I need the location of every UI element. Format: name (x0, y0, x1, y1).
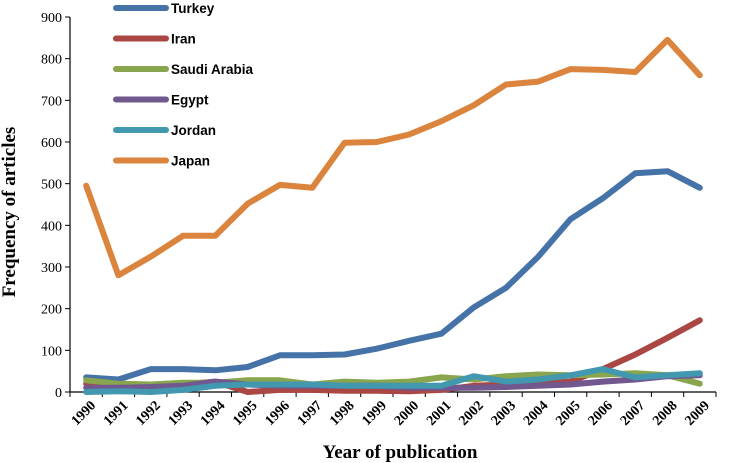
legend-label-saudi-arabia: Saudi Arabia (171, 62, 254, 77)
x-tick-label: 1990 (69, 398, 99, 428)
x-tick-label: 2009 (682, 398, 712, 428)
x-axis-title: Year of publication (323, 442, 478, 463)
series-lines (83, 36, 703, 395)
x-tick-label: 2001 (424, 398, 454, 428)
y-tick-label: 500 (41, 178, 62, 193)
x-tick-label: 1995 (230, 398, 260, 428)
x-tick-label: 1991 (101, 398, 131, 428)
x-axis-ticks: 1990 1991 1992 1993 1994 1995 1996 1997 1998 1999… (69, 392, 717, 429)
y-tick-label: 100 (41, 344, 62, 359)
x-tick-label: 2000 (392, 398, 422, 428)
x-tick-label: 2004 (521, 398, 551, 428)
legend-label-iran: Iran (171, 32, 196, 47)
x-tick-label: 1993 (166, 398, 196, 428)
x-tick-label: 2003 (489, 398, 519, 428)
y-tick-label: 300 (41, 261, 62, 276)
series-line-turkey (83, 168, 703, 383)
x-tick-label: 1992 (133, 398, 163, 428)
y-axis-title: Frequency of articles (0, 127, 20, 298)
legend-label-jordan: Jordan (171, 123, 216, 138)
y-tick-label: 200 (41, 303, 62, 318)
y-tick-label: 0 (55, 386, 62, 401)
y-tick-label: 900 (41, 11, 62, 26)
x-tick-label: 1997 (295, 398, 325, 428)
x-tick-label: 2005 (553, 398, 583, 428)
x-tick-label: 1996 (263, 398, 293, 428)
series-line-japan (83, 36, 703, 279)
y-tick-label: 700 (41, 94, 62, 109)
y-tick-label: 400 (41, 219, 62, 234)
legend-label-egypt: Egypt (171, 93, 209, 108)
y-tick-label: 600 (41, 136, 62, 151)
x-tick-label: 1998 (327, 398, 357, 428)
x-tick-label: 2008 (650, 398, 680, 428)
x-tick-label: 2002 (456, 398, 486, 428)
y-tick-label: 800 (41, 53, 62, 68)
series-line-jordan (83, 366, 703, 395)
legend: Turkey Iran Saudi Arabia Egypt Jordan Japan (113, 1, 254, 169)
legend-label-turkey: Turkey (171, 1, 215, 16)
legend-label-japan: Japan (171, 154, 210, 169)
x-tick-label: 2006 (586, 398, 616, 428)
x-tick-label: 2007 (618, 398, 648, 428)
x-tick-label: 1999 (359, 398, 389, 428)
y-axis-ticks: 0 100 200 300 400 500 600 700 800 900 (41, 11, 70, 401)
x-tick-label: 1994 (198, 398, 228, 428)
